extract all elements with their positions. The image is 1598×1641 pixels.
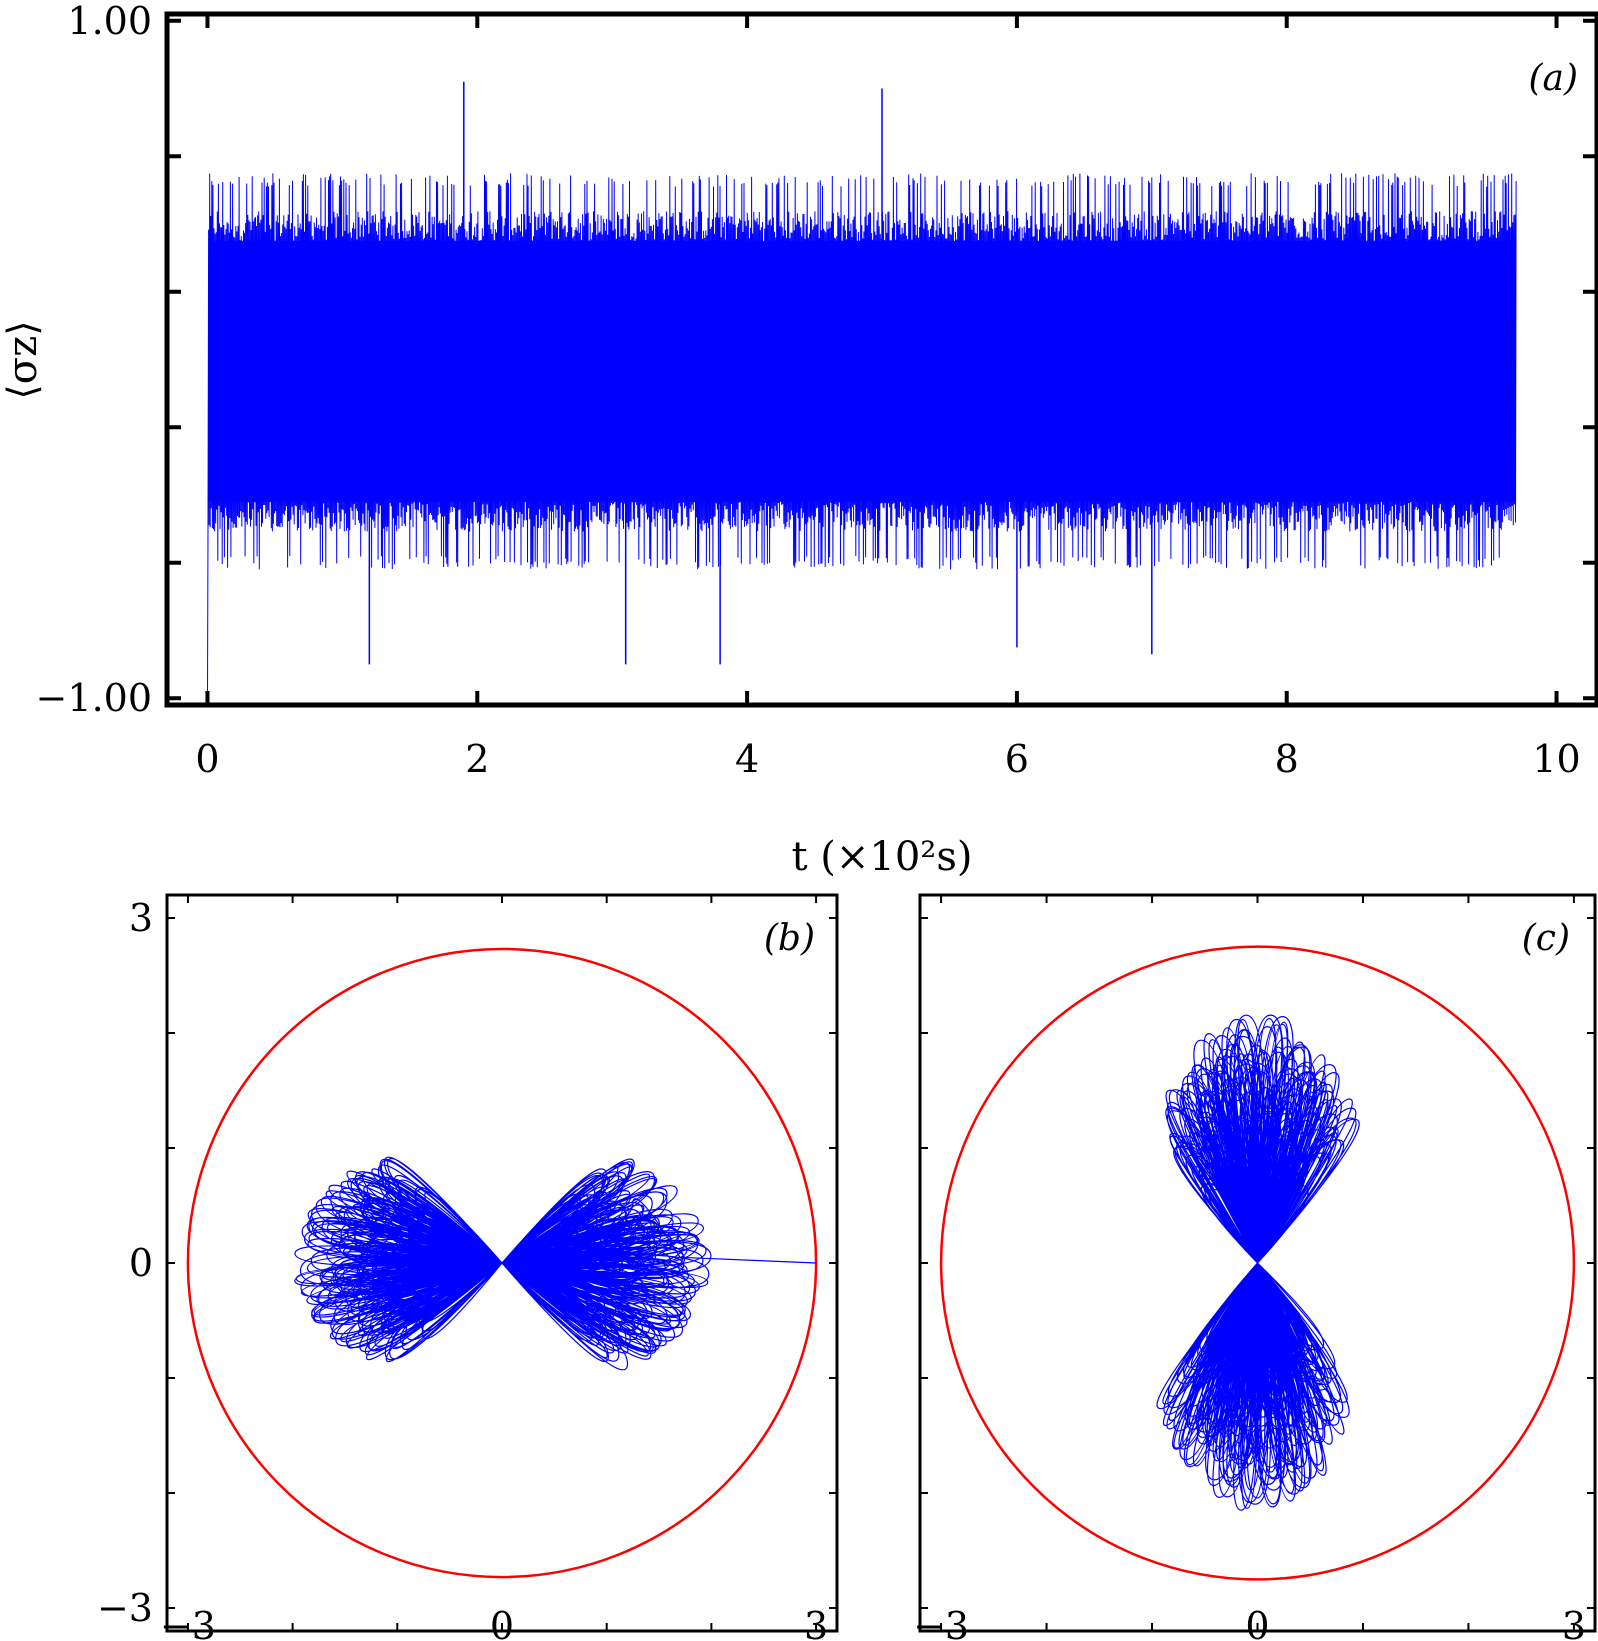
panel-c-ticks: −3 0 3 [913, 895, 1595, 1641]
panel-a-label: (a) [1528, 58, 1578, 99]
x-tick-label: 8 [1275, 737, 1299, 781]
panel-a-time-series: 0 2 4 6 8 10 −1.00 1.00 (a) ⟨σz⟩ t (×10²s) [0, 0, 1598, 880]
x-tick-label: 0 [490, 1604, 514, 1641]
panel-a-frame [164, 11, 1598, 708]
x-tick-label: −3 [913, 1604, 969, 1641]
panel-b-phase-portrait: −3 0 3 −3 0 3 (b) [97, 893, 839, 1641]
x-tick-label: 2 [465, 737, 489, 781]
x-tick-label: −3 [160, 1604, 216, 1641]
panel-a-ticks: 0 2 4 6 8 10 −1.00 1.00 [36, 0, 1597, 781]
trajectory-path [1156, 1014, 1360, 1511]
y-tick-label: 1.00 [67, 0, 152, 43]
x-tick-label: 0 [1245, 1604, 1269, 1641]
sigma-z-series [207, 81, 1517, 699]
panel-b-label: (b) [764, 918, 815, 959]
trajectory-path [294, 1156, 817, 1371]
y-tick-label: −1.00 [36, 676, 152, 720]
panel-c-phase-portrait: −3 0 3 (c) [913, 893, 1597, 1641]
x-tick-label: 3 [1562, 1604, 1586, 1641]
panel-b-ticks: −3 0 3 −3 0 3 [97, 895, 837, 1641]
x-tick-label: 0 [195, 737, 219, 781]
y-tick-label: 3 [129, 896, 153, 940]
x-tick-label: 3 [804, 1604, 828, 1641]
y-tick-label: 0 [129, 1241, 153, 1285]
panel-c-trajectory [1156, 1014, 1360, 1511]
sigma-z-dense-band [208, 240, 1517, 502]
panel-c-label: (c) [1522, 918, 1570, 959]
panel-a-x-axis-title: t (×10²s) [792, 834, 973, 880]
panel-b-trajectory [294, 1156, 817, 1371]
panel-c-bound-circle [939, 945, 1576, 1581]
y-tick-label: −3 [97, 1586, 153, 1630]
x-tick-label: 10 [1532, 737, 1580, 781]
x-tick-label: 6 [1005, 737, 1029, 781]
x-tick-label: 4 [735, 737, 759, 781]
sigma-z-line [207, 173, 1517, 699]
panel-a-y-axis-title: ⟨σz⟩ [0, 320, 46, 400]
